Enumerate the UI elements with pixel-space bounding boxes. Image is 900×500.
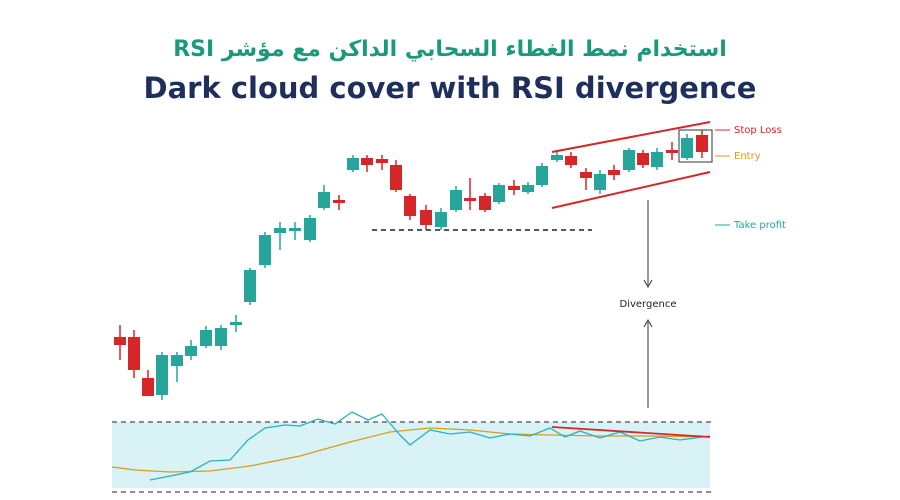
candle-body <box>128 337 140 370</box>
candle-body <box>522 185 534 192</box>
candle-body <box>637 153 649 165</box>
candle-body <box>361 158 373 165</box>
candle-body <box>580 172 592 178</box>
rsi-signal-line <box>111 427 711 473</box>
candle-body <box>551 155 563 160</box>
candle-body <box>215 328 227 346</box>
candle-body <box>479 196 491 210</box>
candlesticks <box>114 130 708 400</box>
candle-body <box>623 150 635 170</box>
candle-body <box>493 185 505 202</box>
candle-body <box>565 156 577 165</box>
candle-body <box>651 152 663 167</box>
candle-body <box>333 200 345 203</box>
candle-body <box>230 322 242 325</box>
candle-body <box>681 138 693 158</box>
stop-loss-label: Stop Loss <box>734 125 782 136</box>
candle-body <box>464 198 476 201</box>
candle-body <box>142 378 154 396</box>
title-arabic: استخدام نمط الغطاء السحابي الداكن مع مؤش… <box>173 37 727 62</box>
candle-body <box>696 135 708 152</box>
rsi-panel <box>112 422 710 488</box>
candle-body <box>404 196 416 216</box>
candle-body <box>304 218 316 240</box>
candle-body <box>200 330 212 346</box>
candle-body <box>289 228 301 231</box>
candle-body <box>376 159 388 163</box>
candle-body <box>114 337 126 345</box>
candle-body <box>508 186 520 190</box>
candle-body <box>185 346 197 356</box>
candle-body <box>318 192 330 208</box>
arrow-head <box>643 279 653 289</box>
candle-body <box>390 165 402 190</box>
candle-body <box>450 190 462 210</box>
candle-body <box>608 170 620 175</box>
candle-body <box>435 212 447 227</box>
arrow-head <box>643 318 653 328</box>
take-profit-label: Take profit <box>733 220 786 231</box>
candle-body <box>666 150 678 153</box>
candle-body <box>171 355 183 366</box>
highlight-box <box>678 129 713 163</box>
rsi-divergence-line <box>551 426 711 438</box>
candle-body <box>274 228 286 233</box>
candle-body <box>347 158 359 170</box>
title-english: Dark cloud cover with RSI divergence <box>144 71 757 105</box>
candle-body <box>156 355 168 395</box>
candle-body <box>259 235 271 265</box>
candle-body <box>594 174 606 190</box>
entry-label: Entry <box>734 151 761 162</box>
candle-body <box>244 270 256 302</box>
channel-top <box>551 121 711 153</box>
divergence-label: Divergence <box>620 299 677 310</box>
candle-body <box>536 166 548 185</box>
rsi-line <box>149 411 711 481</box>
candle-body <box>420 210 432 225</box>
channel-bottom <box>551 171 711 209</box>
